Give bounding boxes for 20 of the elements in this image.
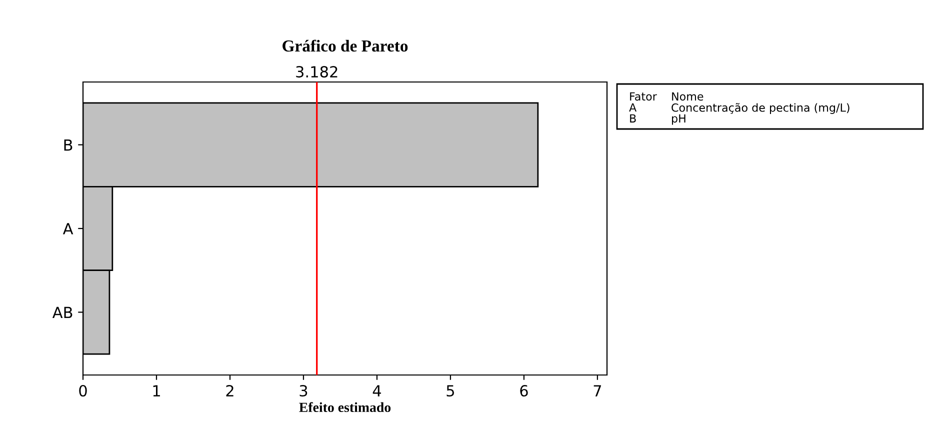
x-tick-label: 0: [79, 384, 87, 397]
ref-line-label: 3.182: [296, 66, 338, 78]
y-tick-label: A: [62, 223, 74, 234]
text: Nome: [672, 92, 704, 101]
x-tick-label: 5: [446, 385, 454, 397]
x-tick-label: 6: [520, 384, 528, 397]
x-axis-title: Efeito estimado: [299, 402, 391, 412]
text: A: [629, 103, 637, 112]
text: pH: [672, 114, 686, 125]
x-tick-label: 1: [153, 385, 160, 396]
x-tick-label: 4: [372, 385, 381, 396]
x-tick-label: 3: [300, 384, 308, 397]
text: B: [630, 114, 636, 122]
x-tick-label: 7: [594, 385, 601, 396]
text: Fator: [630, 92, 657, 101]
y-tick-label: B: [64, 139, 72, 151]
y-tick-label: AB: [52, 306, 72, 318]
x-tick-label: 2: [226, 384, 234, 396]
text: Concentração de pectina (mg/L): [672, 103, 850, 114]
chart-title: Gráfico de Pareto: [282, 40, 408, 52]
